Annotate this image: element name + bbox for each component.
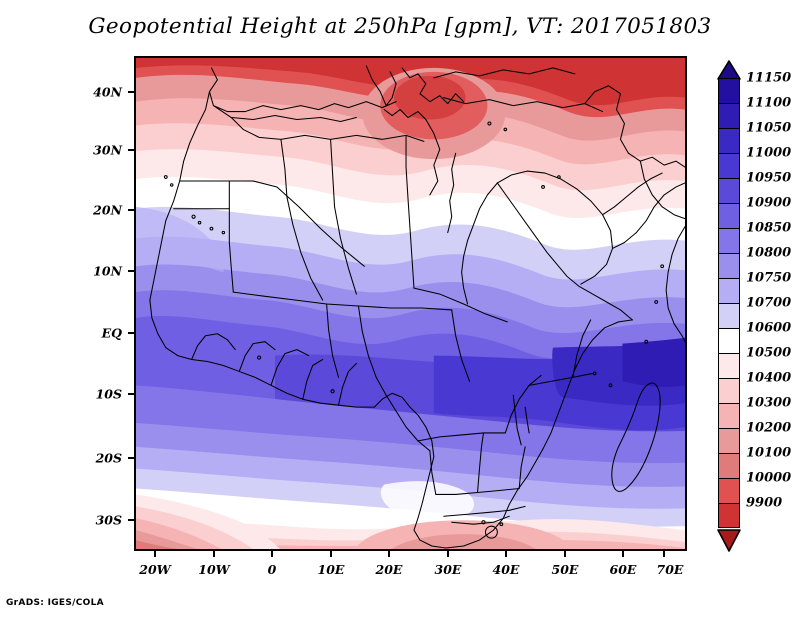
colorbar-scale[interactable]	[718, 78, 740, 528]
colorbar-tick-label: 10000	[746, 470, 792, 486]
colorbar-band[interactable]	[718, 353, 740, 378]
colorbar-tick-label: 10900	[746, 195, 792, 211]
y-axis-label-30s: 30S	[95, 512, 122, 528]
y-tick	[128, 393, 134, 395]
y-axis-label-eq: EQ	[101, 325, 122, 341]
colorbar-band[interactable]	[718, 153, 740, 178]
colorbar-tick-label: 10700	[746, 295, 792, 311]
y-tick	[128, 209, 134, 211]
colorbar-tick-label: 11000	[746, 145, 792, 161]
x-tick	[271, 551, 273, 557]
colorbar-band[interactable]	[718, 203, 740, 228]
x-tick	[505, 551, 507, 557]
colorbar-band[interactable]	[718, 228, 740, 253]
colorbar-band[interactable]	[718, 303, 740, 328]
colorbar-tick-label: 11100	[746, 95, 792, 111]
x-axis-label-10e: 10E	[317, 562, 345, 577]
colorbar-band[interactable]	[718, 103, 740, 128]
colorbar-bottom-arrow-icon	[717, 529, 741, 552]
y-axis-label-20n: 20N	[93, 202, 122, 218]
colorbar-tick-label: 11050	[746, 120, 792, 136]
x-tick	[564, 551, 566, 557]
colorbar-band[interactable]	[718, 253, 740, 278]
colorbar-tick-label: 10950	[746, 170, 792, 186]
chart-title: Geopotential Height at 250hPa [gpm], VT:…	[88, 14, 712, 39]
colorbar-tick-label: 10200	[746, 420, 792, 436]
y-axis-label-10n: 10N	[93, 263, 122, 279]
x-tick	[330, 551, 332, 557]
y-axis-label-20s: 20S	[95, 450, 122, 466]
x-axis-label-0: 0	[267, 562, 277, 577]
x-axis-label-20w: 20W	[139, 562, 171, 577]
colorbar-band[interactable]	[718, 428, 740, 453]
colorbar-band[interactable]	[718, 503, 740, 528]
x-tick	[213, 551, 215, 557]
geopotential-height-field	[136, 58, 685, 549]
colorbar-tick-label: 10600	[746, 320, 792, 336]
colorbar-band[interactable]	[718, 378, 740, 403]
y-tick	[128, 457, 134, 459]
colorbar-tick-label: 10800	[746, 245, 792, 261]
x-axis-label-50e: 50E	[551, 562, 579, 577]
x-tick	[622, 551, 624, 557]
y-tick	[128, 91, 134, 93]
x-axis-label-60e: 60E	[609, 562, 637, 577]
colorbar-band[interactable]	[718, 478, 740, 503]
colorbar-band[interactable]	[718, 128, 740, 153]
y-tick	[128, 332, 134, 334]
x-tick	[447, 551, 449, 557]
y-axis-label-10s: 10S	[95, 386, 122, 402]
colorbar-tick-label: 10100	[746, 445, 792, 461]
colorbar-tick-label: 10850	[746, 220, 792, 236]
x-axis-label-10w: 10W	[198, 562, 230, 577]
map-outlines	[149, 65, 685, 549]
x-axis-label-70e: 70E	[656, 562, 684, 577]
colorbar-tick-label: 10750	[746, 270, 792, 286]
colorbar-band[interactable]	[718, 328, 740, 353]
colorbar-tick-label: 9900	[746, 495, 783, 511]
x-tick	[388, 551, 390, 557]
colorbar-tick-label: 10500	[746, 345, 792, 361]
colorbar-band[interactable]	[718, 403, 740, 428]
y-tick	[128, 149, 134, 151]
map-plot-area[interactable]	[134, 56, 687, 551]
colorbar-tick-label: 10400	[746, 370, 792, 386]
x-tick	[154, 551, 156, 557]
x-tick	[663, 551, 665, 557]
colorbar-tick-label: 10300	[746, 395, 792, 411]
y-axis-label-40n: 40N	[93, 84, 122, 100]
colorbar-band[interactable]	[718, 453, 740, 478]
grads-attribution: GrADS: IGES/COLA	[6, 598, 104, 608]
y-axis-label-30n: 30N	[93, 142, 122, 158]
colorbar-tick-label: 11150	[746, 70, 792, 86]
y-tick	[128, 270, 134, 272]
x-axis-label-30e: 30E	[434, 562, 462, 577]
x-axis-label-20e: 20E	[375, 562, 403, 577]
y-tick	[128, 519, 134, 521]
x-axis-label-40e: 40E	[492, 562, 520, 577]
colorbar-band[interactable]	[718, 178, 740, 203]
colorbar-band[interactable]	[718, 78, 740, 103]
colorbar-band[interactable]	[718, 278, 740, 303]
colorbar-top-arrow-icon	[717, 60, 741, 80]
